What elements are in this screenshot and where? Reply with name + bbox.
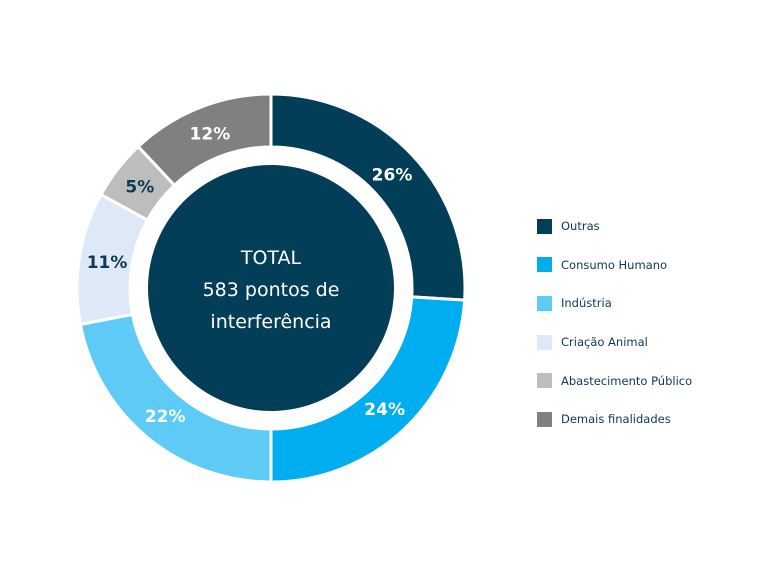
legend-swatch	[537, 411, 552, 427]
legend-swatch	[537, 218, 552, 234]
legend-label: Demais finalidades	[561, 412, 671, 427]
legend-label: Abastecimento Público	[561, 373, 693, 388]
legend-swatch	[537, 257, 552, 273]
slice-label: 24%	[364, 400, 405, 420]
center-circle	[148, 165, 394, 411]
legend-swatch	[537, 334, 552, 350]
legend-item: Outras	[537, 207, 692, 246]
legend-item: Demais finalidades	[537, 400, 692, 439]
slice-label: 5%	[125, 177, 154, 197]
legend: Outras Consumo Humano Indústria Criação Ani…	[537, 207, 692, 439]
legend-swatch	[537, 373, 552, 389]
center-text: interferência	[210, 311, 331, 333]
slice-label: 12%	[190, 125, 231, 145]
slice-label: 26%	[372, 165, 413, 185]
legend-item: Indústria	[537, 284, 692, 323]
legend-label: Indústria	[561, 296, 612, 311]
legend-swatch	[537, 295, 552, 311]
legend-item: Abastecimento Público	[537, 361, 692, 400]
legend-item: Consumo Humano	[537, 246, 692, 285]
legend-label: Criação Animal	[561, 335, 648, 350]
center-text: 583 pontos de	[203, 279, 340, 301]
slice-label: 11%	[87, 253, 128, 273]
legend-label: Consumo Humano	[561, 257, 668, 272]
slice-5	[136, 92, 273, 188]
legend-item: Criação Animal	[537, 323, 692, 362]
legend-label: Outras	[561, 219, 600, 234]
center-text: TOTAL	[240, 247, 302, 269]
slice-label: 22%	[145, 407, 186, 427]
